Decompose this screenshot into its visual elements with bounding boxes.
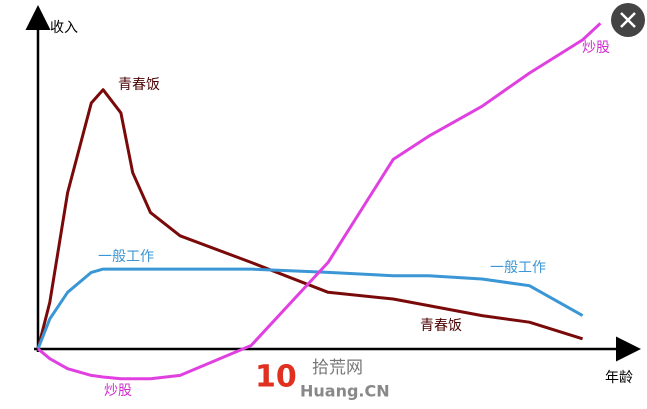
- close-button[interactable]: [611, 3, 645, 37]
- close-icon[interactable]: [620, 12, 636, 28]
- line: [37, 22, 602, 381]
- series-label: 一般工作: [98, 249, 154, 265]
- series-label: 青春饭: [118, 77, 160, 93]
- line: [36, 88, 584, 350]
- watermark-logo: 10: [255, 360, 297, 395]
- watermark: 10 拾荒网 Huang.CN: [255, 358, 390, 401]
- watermark-text: 拾荒网: [312, 358, 363, 378]
- annotation: 一般工作: [490, 260, 546, 276]
- line: [36, 267, 584, 350]
- annotation: 炒股: [104, 383, 132, 399]
- watermark-site: Huang.CN: [300, 382, 390, 401]
- x-axis-label: 年龄: [605, 370, 633, 386]
- series-label: 炒股: [582, 40, 610, 56]
- annotation: 青春饭: [420, 318, 462, 334]
- y-axis-label: 收入: [50, 20, 78, 36]
